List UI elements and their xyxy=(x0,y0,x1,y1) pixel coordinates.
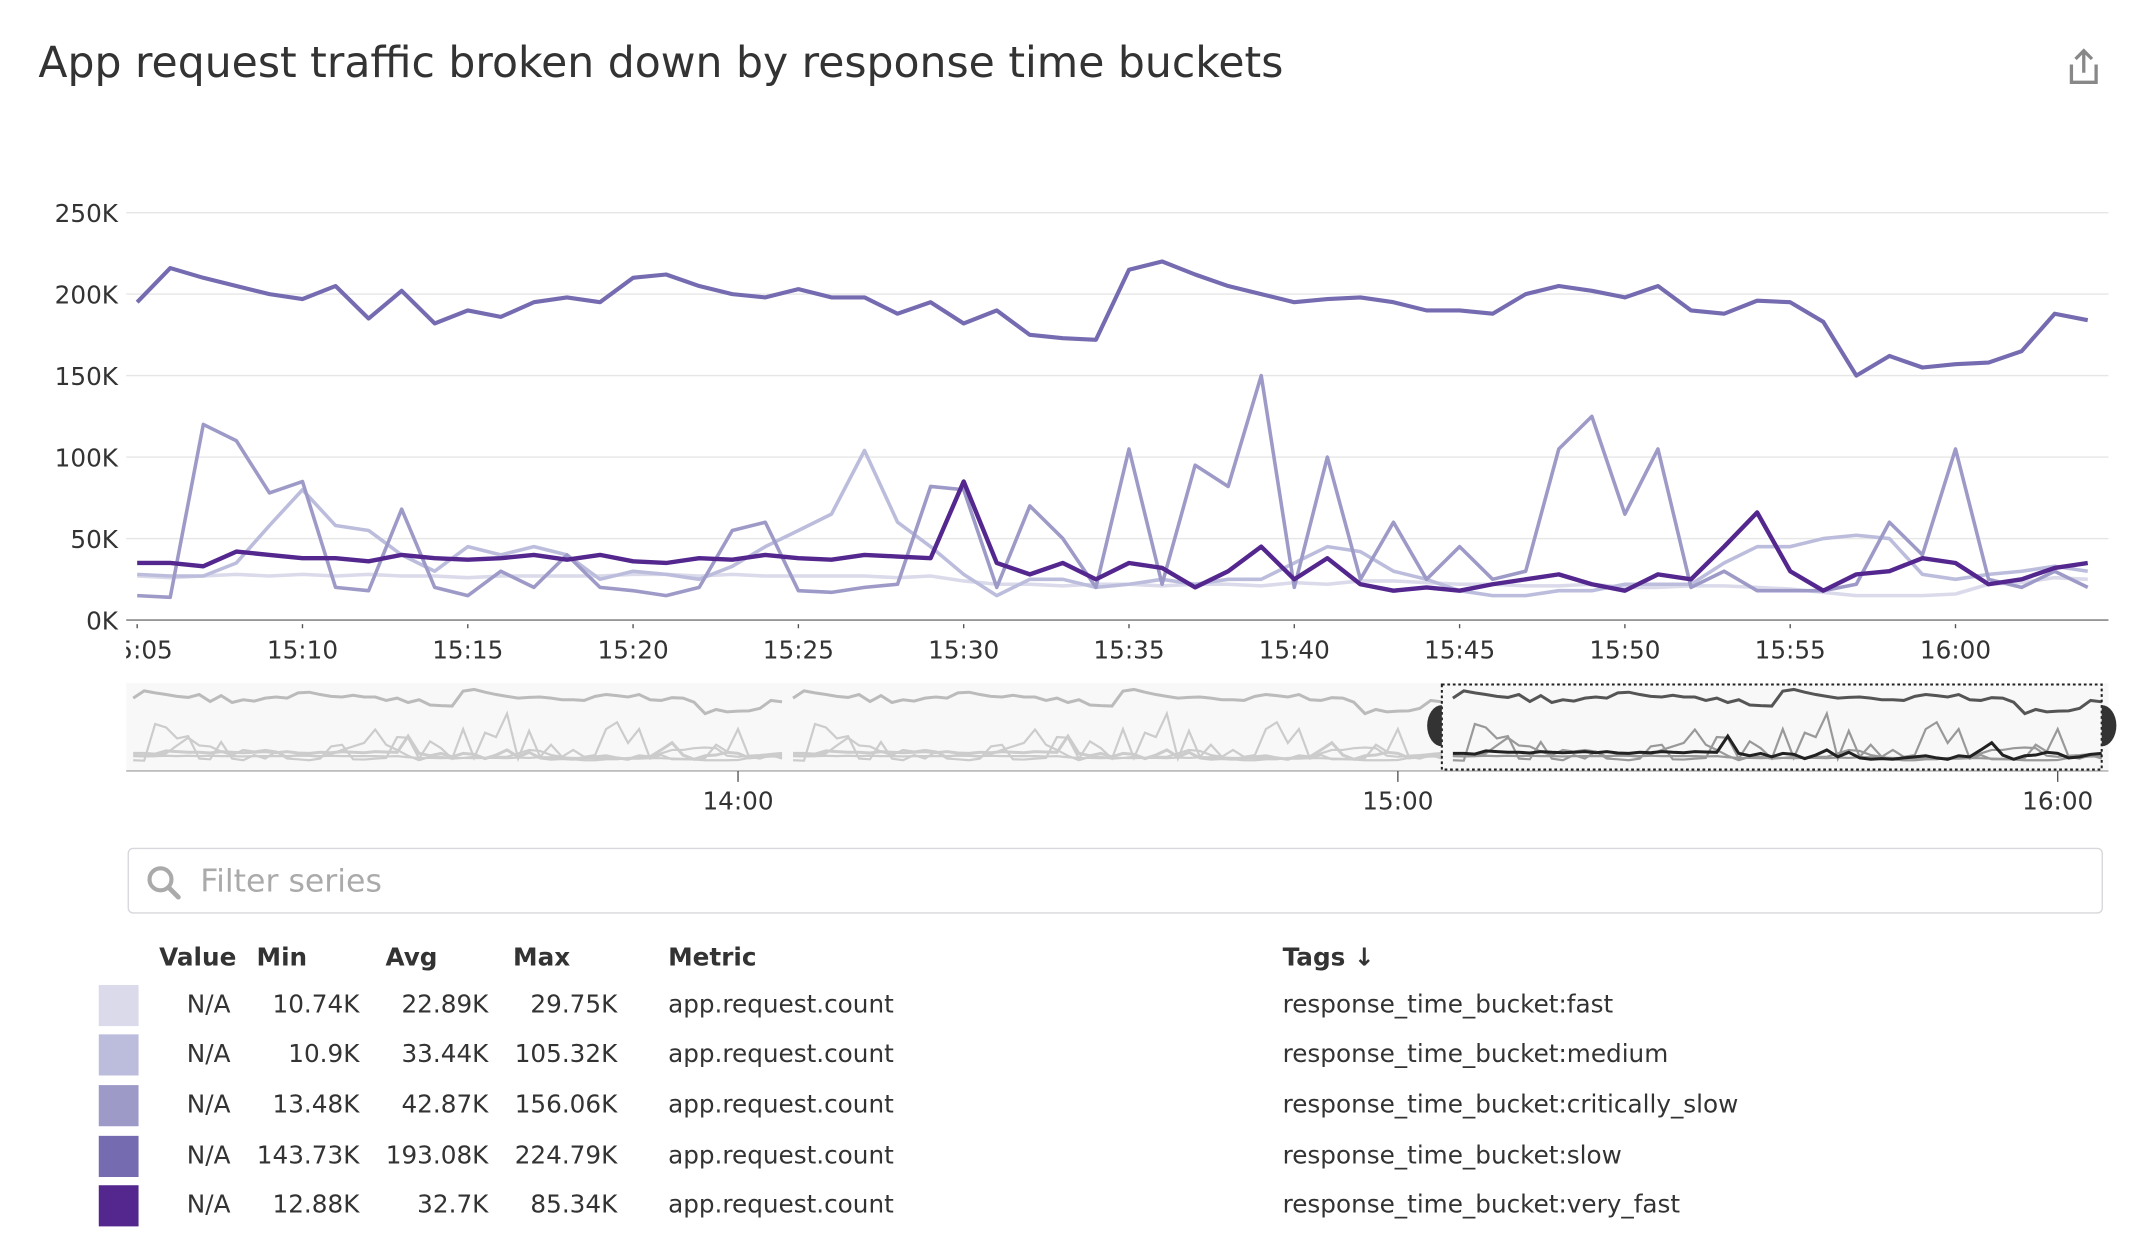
cell-min: 10.9K xyxy=(288,1039,360,1069)
x-tick-label: 15:55 xyxy=(1755,635,1826,664)
series-color-swatch xyxy=(98,1034,139,1076)
series-row[interactable]: N/A 10.9K 33.44K 105.32K app.request.count re… xyxy=(0,1034,2140,1083)
cell-avg: 22.89K xyxy=(401,990,489,1020)
cell-avg: 32.7K xyxy=(417,1190,489,1220)
series-line-very_fast xyxy=(137,479,2089,593)
navigator-series-line xyxy=(1452,710,2103,763)
x-tick-label: 15:25 xyxy=(763,635,834,664)
cell-tags: response_time_bucket:medium xyxy=(1282,1039,1669,1069)
cell-max: 224.79K xyxy=(514,1141,618,1171)
series-line-medium xyxy=(137,448,2089,598)
navigator-series-line xyxy=(1452,733,2102,761)
cell-avg: 193.08K xyxy=(385,1141,489,1171)
x-tick-label: 15:15 xyxy=(432,635,503,664)
cell-metric: app.request.count xyxy=(668,1039,894,1069)
y-tick-label: 100K xyxy=(55,444,119,473)
series-row[interactable]: N/A 13.48K 42.87K 156.06K app.request.count r… xyxy=(0,1085,2140,1134)
column-header-value[interactable]: Value xyxy=(159,943,237,973)
series-color-swatch xyxy=(98,984,139,1027)
navigator-series-line xyxy=(133,727,783,762)
series-row[interactable]: N/A 143.73K 193.08K 224.79K app.request.coun… xyxy=(0,1135,2140,1185)
cell-metric: app.request.count xyxy=(668,1190,894,1220)
x-tick-label: 15:30 xyxy=(928,635,999,664)
navigator-series-line xyxy=(792,727,1442,762)
navigator-series-line xyxy=(1452,687,2102,716)
navigator-series-line xyxy=(1452,727,2102,762)
x-tick-label: 15:05 xyxy=(102,635,173,664)
y-tick-label: 0K xyxy=(86,607,119,636)
column-header-metric[interactable]: Metric xyxy=(668,943,757,973)
cell-max: 105.32K xyxy=(514,1039,618,1069)
series-line-critically_slow xyxy=(137,373,2089,600)
navigator-series-line xyxy=(133,733,783,761)
cell-max: 156.06K xyxy=(514,1090,618,1120)
cell-min: 143.73K xyxy=(256,1141,360,1171)
x-tick-label: 15:45 xyxy=(1424,635,1495,664)
x-tick-label: 15:20 xyxy=(598,635,669,664)
series-row[interactable]: N/A 12.88K 32.7K 85.34K app.request.count res… xyxy=(0,1185,2140,1234)
cell-tags: response_time_bucket:very_fast xyxy=(1282,1190,1681,1220)
navigator-tick-label: 15:00 xyxy=(1362,786,1433,815)
filter-series-field[interactable] xyxy=(127,847,2103,914)
search-icon xyxy=(147,866,181,900)
cell-max: 85.34K xyxy=(530,1190,618,1220)
navigator[interactable]: 14:00 15:00 16:00 xyxy=(126,683,2117,815)
y-tick-label: 150K xyxy=(55,362,119,391)
y-tick-label: 50K xyxy=(70,525,118,554)
series-line-slow xyxy=(135,259,2089,378)
y-tick-label: 200K xyxy=(55,281,119,310)
filter-series-input[interactable] xyxy=(197,857,2083,907)
cell-tags: response_time_bucket:fast xyxy=(1282,990,1614,1020)
widget-title: App request traffic broken down by respo… xyxy=(38,38,1284,88)
series-color-swatch xyxy=(98,1185,139,1227)
cell-metric: app.request.count xyxy=(668,1090,894,1120)
cell-value: N/A xyxy=(186,990,231,1020)
cell-value: N/A xyxy=(186,1190,231,1220)
navigator-series-line xyxy=(132,687,783,716)
navigator-series-line xyxy=(792,687,1443,716)
cell-tags: response_time_bucket:slow xyxy=(1282,1141,1622,1171)
series-row[interactable]: N/A 10.74K 22.89K 29.75K app.request.count re… xyxy=(0,984,2140,1034)
x-tick-label: 15:50 xyxy=(1589,635,1660,664)
share-export-icon[interactable] xyxy=(2065,47,2103,88)
cell-avg: 42.87K xyxy=(401,1090,489,1120)
x-tick-label: 15:10 xyxy=(267,635,338,664)
navigator-series-line xyxy=(133,710,783,763)
cell-value: N/A xyxy=(186,1090,231,1120)
cell-min: 13.48K xyxy=(272,1090,360,1120)
cell-avg: 33.44K xyxy=(401,1039,489,1069)
column-header-tags[interactable]: Tags ↓ xyxy=(1282,943,1375,973)
column-header-max[interactable]: Max xyxy=(513,943,571,973)
series-color-swatch xyxy=(98,1085,139,1127)
navigator-left-handle[interactable] xyxy=(1427,705,1442,747)
cell-min: 10.74K xyxy=(272,990,360,1020)
navigator-series-line xyxy=(793,733,1443,761)
column-header-avg[interactable]: Avg xyxy=(385,943,438,973)
column-header-min[interactable]: Min xyxy=(256,943,308,973)
y-tick-label: 250K xyxy=(55,199,119,228)
cell-value: N/A xyxy=(186,1039,231,1069)
cell-tags: response_time_bucket:critically_slow xyxy=(1282,1090,1739,1120)
cell-max: 29.75K xyxy=(530,990,618,1020)
timeseries-chart[interactable]: 0K 50K 100K 150K 200K 250K 15:05 15:10 15:15 15:… xyxy=(0,0,2140,823)
cell-value: N/A xyxy=(186,1141,231,1171)
cell-metric: app.request.count xyxy=(668,990,894,1020)
series-color-swatch xyxy=(98,1135,139,1178)
cell-metric: app.request.count xyxy=(668,1141,894,1171)
navigator-series-line xyxy=(792,710,1443,763)
cell-min: 12.88K xyxy=(272,1190,360,1220)
navigator-tick-label: 14:00 xyxy=(702,786,773,815)
x-tick-label: 15:40 xyxy=(1259,635,1330,664)
x-tick-label: 15:35 xyxy=(1093,635,1164,664)
x-tick-label: 16:00 xyxy=(1920,635,1991,664)
navigator-right-handle[interactable] xyxy=(2101,705,2117,747)
navigator-tick-label: 16:00 xyxy=(2022,786,2093,815)
